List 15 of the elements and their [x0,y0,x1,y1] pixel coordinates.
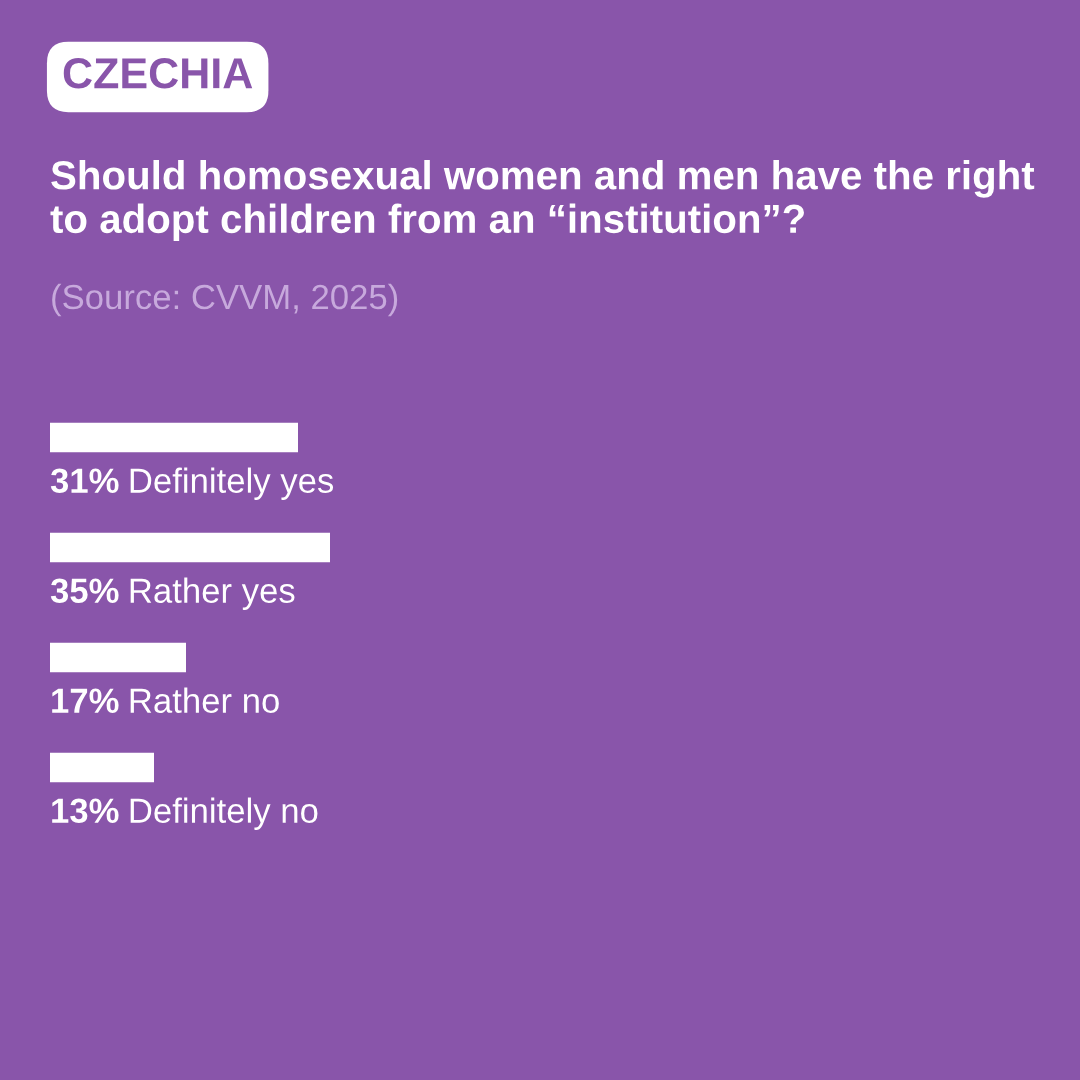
text: CZECHIA [63,58,253,89]
y-tick-label: Rather yes [130,577,295,610]
data-label: 31% [50,468,119,494]
data-label: 17% [52,688,119,713]
text: Should homosexual women and men have the right to adopt children from an “institution”? [50,160,1035,242]
data-label: 13% [52,798,119,824]
bar [50,752,154,783]
bar [50,532,330,563]
bar [50,642,186,673]
y-tick-label: Rather no [130,687,279,714]
text: (Source: CVVM, 2025) [52,283,398,317]
data-label: 35% [50,578,119,604]
y-tick-label: Definitely yes [130,467,334,500]
bar [50,422,298,453]
y-tick-label: Definitely no [130,797,318,830]
